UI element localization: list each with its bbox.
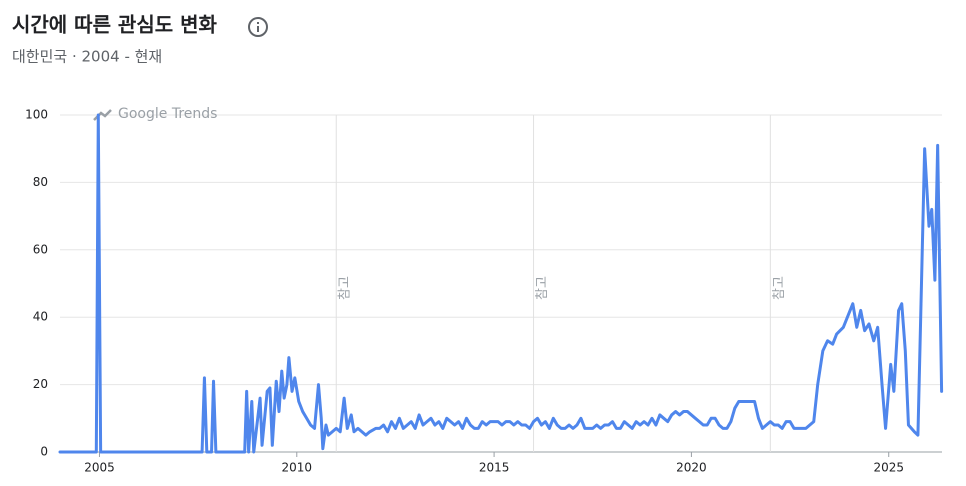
info-bar[interactable]: [257, 26, 259, 32]
plot: 0 20 40 60 80 100 2005 2010 2015 2020 2025 참고 참고 참고 Go…: [25, 106, 944, 475]
y-tick-label: 40: [33, 310, 48, 324]
y-tick-label: 60: [33, 242, 48, 256]
y-tick-label: 20: [33, 377, 48, 391]
info-icon[interactable]: [248, 17, 268, 37]
series-line: [58, 113, 944, 454]
x-tick-label: 2025: [873, 461, 904, 475]
chart-subtitle: 대한민국 · 2004 - 현재: [12, 48, 162, 66]
y-tick-label: 0: [40, 445, 48, 459]
watermark: Google Trends: [93, 106, 217, 122]
x-tick-label: 2015: [479, 461, 510, 475]
watermark-text: Google Trends: [118, 106, 217, 122]
x-tick-label: 2020: [676, 461, 707, 475]
x-tick-label: 2010: [282, 461, 313, 475]
annotation-label: 참고: [535, 276, 550, 300]
info-dot[interactable]: [257, 22, 259, 24]
annotation-label: 참고: [772, 276, 787, 300]
chart-title: 시간에 따른 관심도 변화: [12, 13, 217, 37]
y-tick-label: 80: [33, 175, 48, 189]
annotation-label: 참고: [338, 276, 353, 300]
info-circle[interactable]: [248, 17, 268, 37]
x-tick-label: 2005: [84, 461, 115, 475]
y-tick-label: 100: [25, 108, 48, 122]
